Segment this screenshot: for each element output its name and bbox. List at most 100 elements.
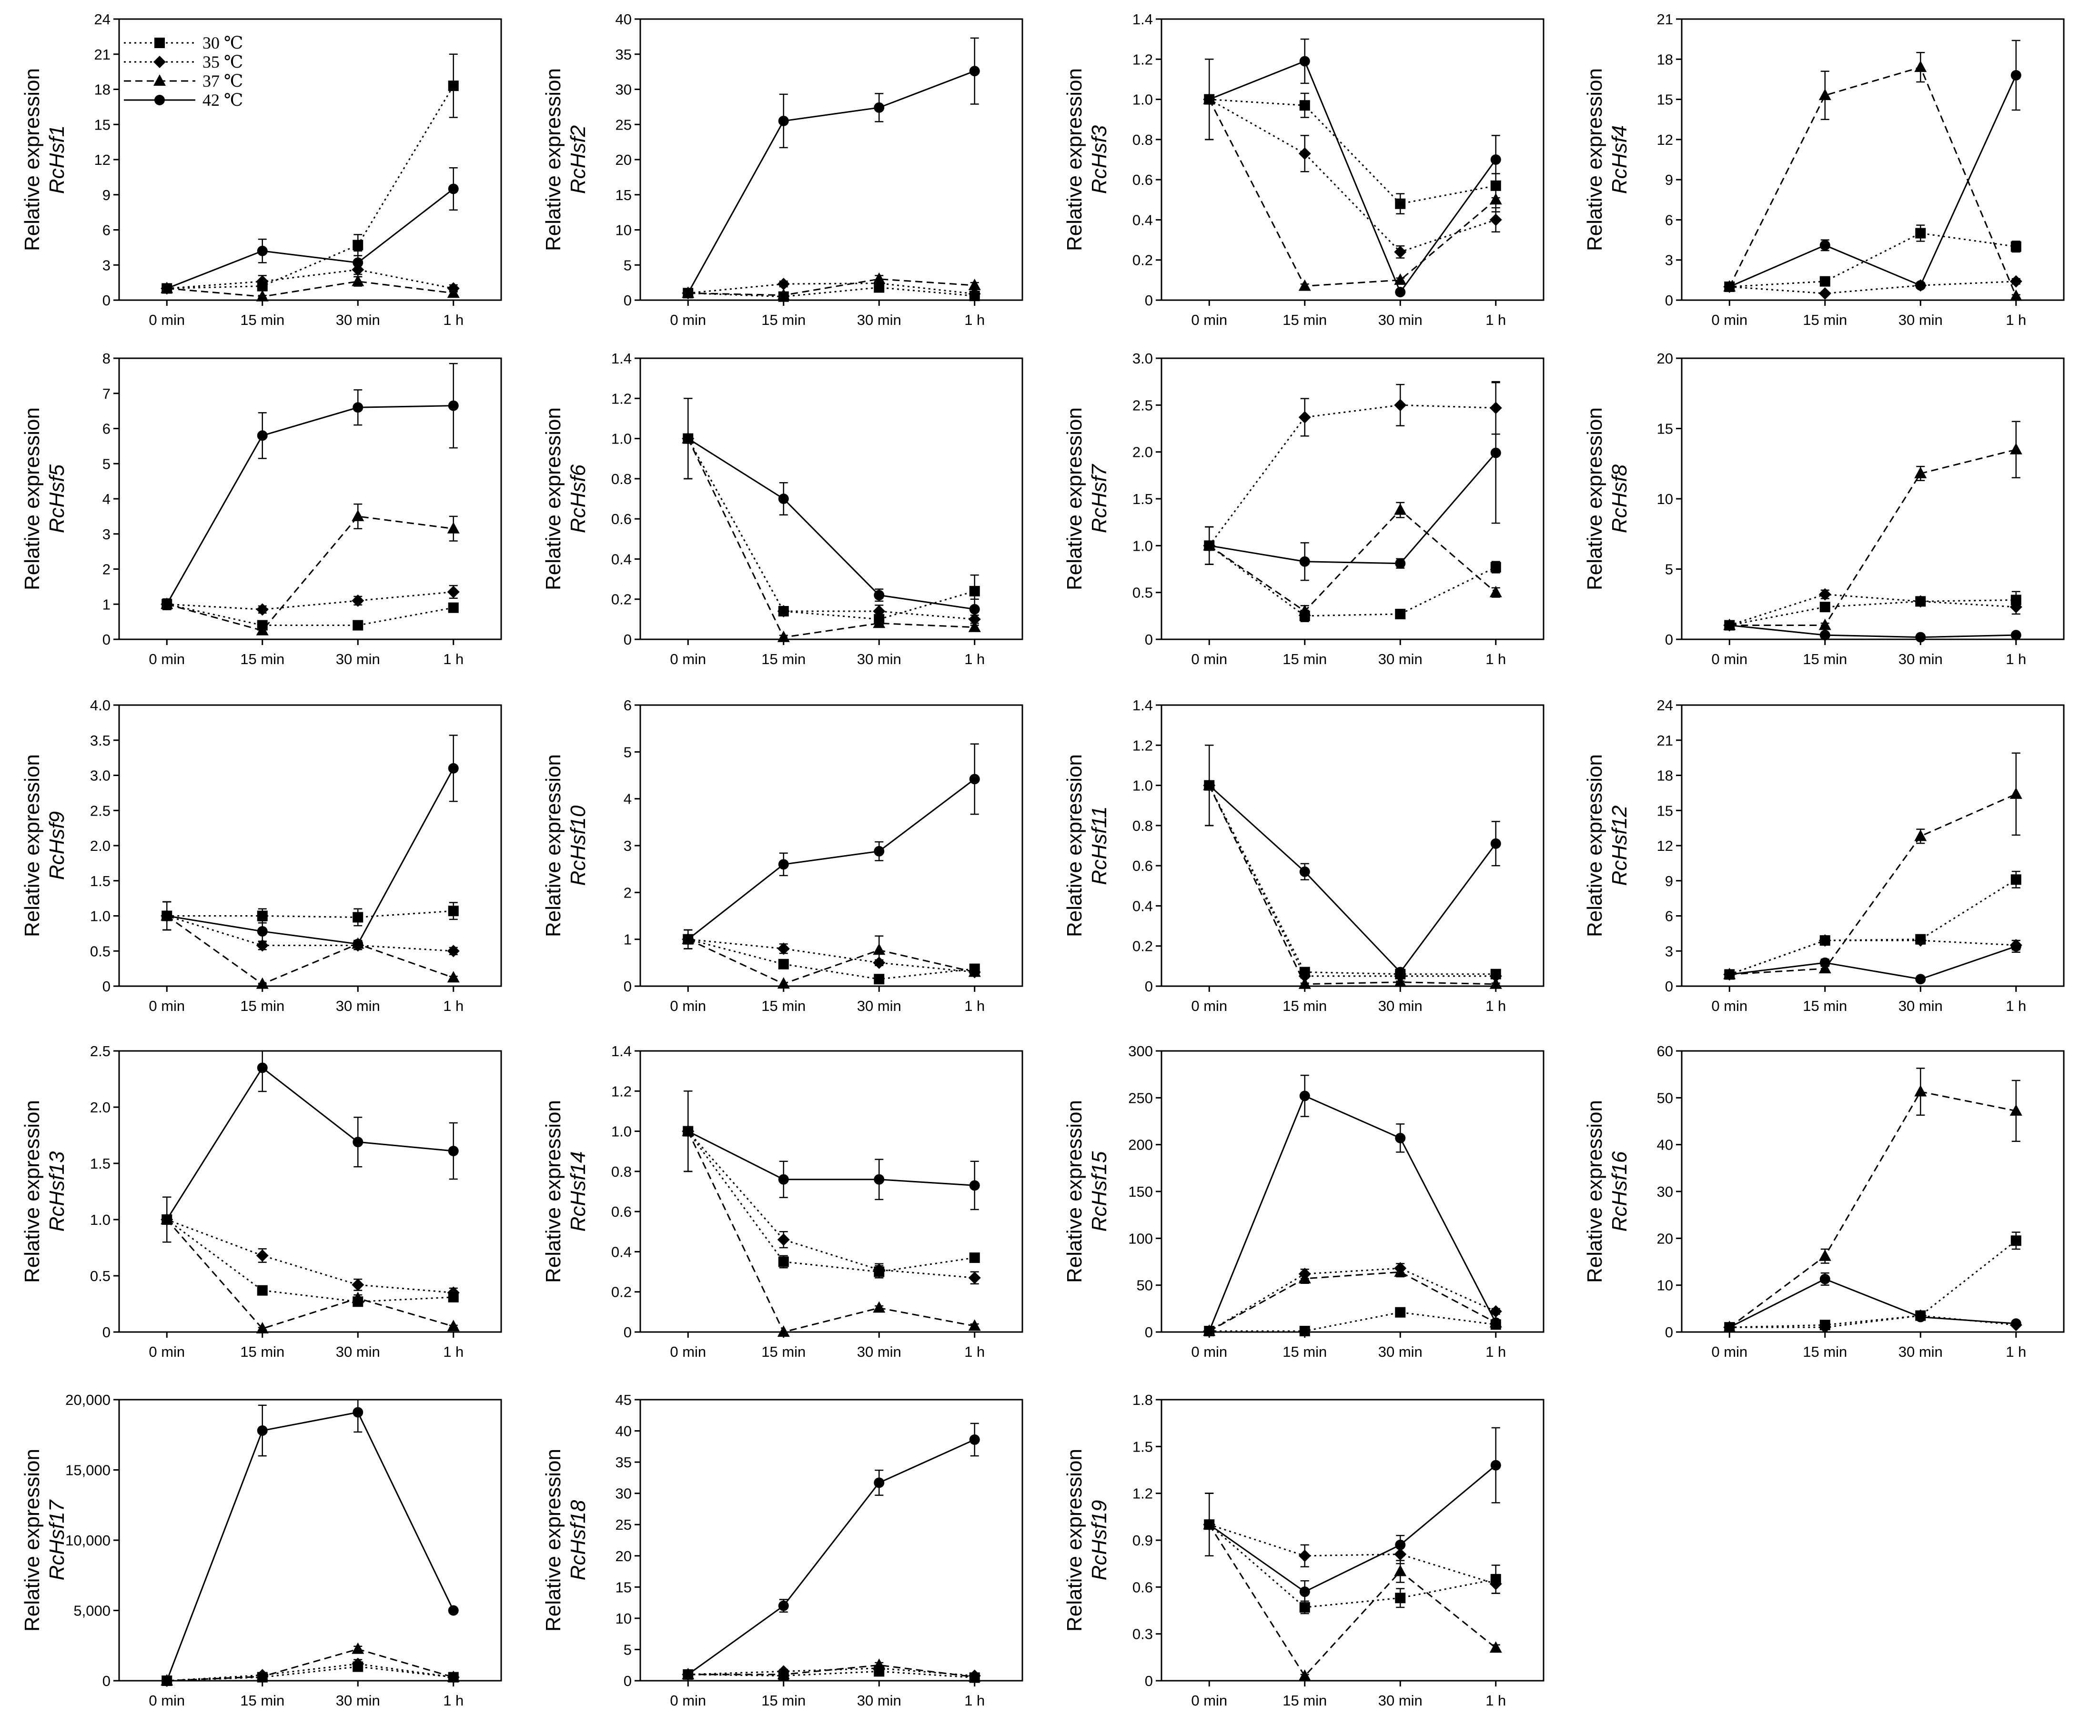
y-axis-label: Relative expressionRcHsf8 xyxy=(1583,407,1631,590)
y-axis-label: Relative expressionRcHsf5 xyxy=(20,407,69,590)
x-tick-label: 15 min xyxy=(240,312,284,328)
x-tick-label: 15 min xyxy=(1803,998,1847,1014)
y-tick-label: 0.5 xyxy=(90,1268,111,1284)
y-tick-label: 0.8 xyxy=(611,471,632,487)
chart-panel-rchsf14: 0 0.2 0.4 0.6 0.8 1.0 1.2 1.4 0 min 15 min 30 min 1… xyxy=(542,1043,1023,1360)
y-tick-label: 25 xyxy=(616,116,632,133)
data-point xyxy=(1819,276,1830,287)
data-point xyxy=(353,1137,363,1148)
data-point xyxy=(257,926,268,937)
data-point xyxy=(1819,1273,1830,1284)
x-tick-label: 0 min xyxy=(1191,312,1227,328)
data-point xyxy=(1204,540,1215,551)
y-axis-label: Relative expressionRcHsf18 xyxy=(542,1449,590,1632)
y-tick-label: 10 xyxy=(1657,1277,1673,1294)
y-axis-label-line1: Relative expression xyxy=(1583,754,1606,937)
chart-panel-rchsf4: 0 3 6 9 12 15 18 21 0 min 15 min 30 min 1 h Relative… xyxy=(1583,11,2065,328)
y-tick-label: 10,000 xyxy=(65,1532,111,1549)
data-point xyxy=(447,971,460,983)
series-42c xyxy=(683,37,980,299)
data-point xyxy=(1299,866,1310,877)
data-point xyxy=(447,1286,460,1299)
series-line xyxy=(687,438,975,638)
data-point xyxy=(968,279,981,291)
x-tick-label: 15 min xyxy=(240,1343,284,1360)
y-tick-label: 20 xyxy=(1657,350,1673,367)
y-tick-label: 1.8 xyxy=(1132,1392,1153,1408)
y-axis-label-gene: RcHsf13 xyxy=(45,1151,69,1231)
data-point xyxy=(777,1233,790,1246)
y-tick-label: 4 xyxy=(624,791,632,807)
series-30c xyxy=(1724,1231,2021,1333)
data-point xyxy=(2010,241,2021,252)
y-tick-label: 6 xyxy=(102,222,111,239)
x-tick-label: 1 h xyxy=(1485,1343,1506,1360)
y-tick-label: 1.0 xyxy=(611,1123,632,1140)
data-point xyxy=(683,1126,694,1137)
y-axis-label: Relative expressionRcHsf13 xyxy=(20,1100,69,1283)
chart-panel-rchsf11: 0 0.2 0.4 0.6 0.8 1.0 1.2 1.4 0 min 15 min 30 min 1… xyxy=(1063,697,1545,1014)
series-35c xyxy=(161,1657,460,1687)
data-point xyxy=(1299,100,1310,111)
data-point xyxy=(968,965,981,977)
chart-panel-rchsf16: 0 10 20 30 40 50 60 0 min 15 min 30 min 1 h Relativ… xyxy=(1583,1043,2065,1360)
y-tick-label: 7 xyxy=(102,385,111,402)
y-axis-label: Relative expressionRcHsf19 xyxy=(1063,1449,1111,1632)
data-point xyxy=(1298,605,1311,616)
data-point xyxy=(1299,1326,1310,1337)
data-point xyxy=(2010,874,2021,885)
series-line xyxy=(1209,1271,1496,1332)
series-42c xyxy=(1204,745,1501,978)
data-point xyxy=(1915,1312,1926,1322)
y-axis-label-line1: Relative expression xyxy=(1063,1449,1086,1632)
y-axis-label-gene: RcHsf8 xyxy=(1608,464,1631,533)
data-point xyxy=(778,859,789,870)
legend-marker xyxy=(154,95,165,105)
y-axis-label-line1: Relative expression xyxy=(1583,68,1606,251)
x-tick-label: 30 min xyxy=(857,998,901,1014)
x-tick-label: 30 min xyxy=(857,1692,901,1709)
series-line xyxy=(166,915,454,952)
y-tick-label: 20,000 xyxy=(65,1392,111,1408)
y-tick-label: 15 xyxy=(616,1579,632,1595)
series-line xyxy=(166,188,454,289)
y-tick-label: 5 xyxy=(624,1641,632,1658)
series-42c xyxy=(162,363,459,610)
x-tick-label: 30 min xyxy=(336,651,380,667)
series-line xyxy=(166,1219,454,1330)
x-tick-label: 1 h xyxy=(2006,1343,2026,1360)
series-42c xyxy=(1204,382,1501,581)
legend-label: 30 ℃ xyxy=(202,33,243,52)
y-axis-label: Relative expressionRcHsf15 xyxy=(1063,1100,1111,1283)
chart-panel-rchsf12: 0 3 6 9 12 15 18 21 24 0 min 15 min 30 min 1 h Relati… xyxy=(1583,697,2065,1014)
y-tick-label: 0 xyxy=(1145,292,1153,309)
data-point xyxy=(1819,630,1830,641)
data-point xyxy=(353,939,363,949)
x-tick-label: 1 h xyxy=(1485,1692,1506,1709)
y-axis-label-line1: Relative expression xyxy=(20,1100,44,1283)
y-tick-label: 20 xyxy=(1657,1230,1673,1247)
data-point xyxy=(778,959,789,969)
x-tick-label: 0 min xyxy=(1711,312,1747,328)
data-point xyxy=(777,977,790,989)
y-tick-label: 24 xyxy=(94,11,111,28)
series-line xyxy=(1209,509,1496,612)
y-tick-label: 2.0 xyxy=(90,838,111,854)
y-axis-label: Relative expressionRcHsf14 xyxy=(542,1100,590,1283)
y-tick-label: 1.5 xyxy=(90,873,111,889)
y-tick-label: 0.2 xyxy=(611,1284,632,1301)
series-35c xyxy=(682,1090,981,1285)
data-point xyxy=(1490,1460,1501,1471)
y-axis-label: Relative expressionRcHsf1 xyxy=(20,68,69,251)
y-tick-label: 1.5 xyxy=(1132,1438,1153,1455)
series-35c xyxy=(1203,381,1502,565)
y-tick-label: 3.5 xyxy=(90,732,111,749)
series-42c xyxy=(1204,38,1501,298)
chart-panel-rchsf10: 0 1 2 3 4 5 6 0 min 15 min 30 min 1 h Relative expr… xyxy=(542,697,1023,1014)
y-tick-label: 0.4 xyxy=(1132,212,1153,228)
y-tick-label: 15 xyxy=(1657,421,1673,437)
y-tick-label: 9 xyxy=(102,187,111,203)
y-axis-label-gene: RcHsf3 xyxy=(1088,125,1111,194)
series-line xyxy=(167,85,454,289)
data-point xyxy=(1298,969,1311,982)
